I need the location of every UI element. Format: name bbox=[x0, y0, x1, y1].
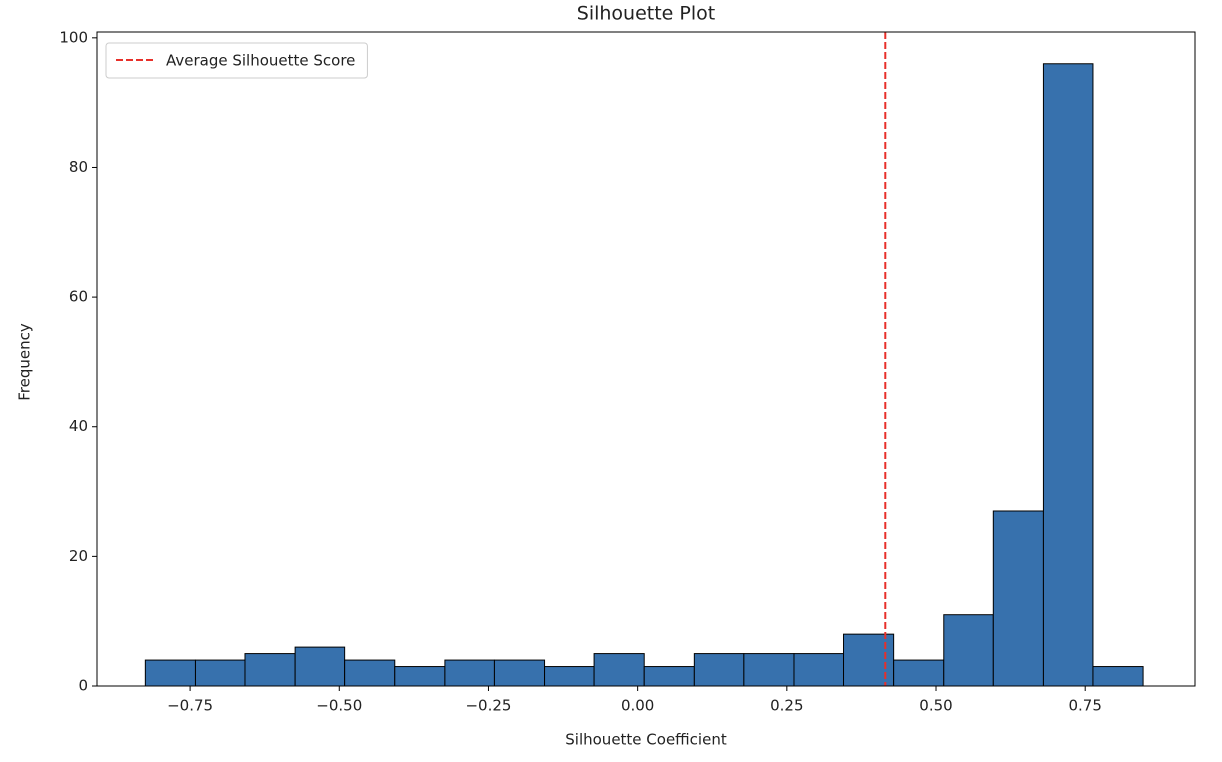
bar bbox=[144, 659, 196, 687]
bar bbox=[793, 653, 845, 687]
bar bbox=[593, 653, 645, 687]
plot-frame bbox=[96, 31, 1196, 687]
y-tick-label: 100 bbox=[59, 28, 88, 46]
y-tick-label: 60 bbox=[69, 288, 88, 306]
bar bbox=[743, 653, 795, 687]
bar bbox=[544, 666, 595, 687]
x-tick-label: 0.50 bbox=[919, 697, 952, 715]
bar bbox=[893, 659, 945, 687]
y-tick-label: 0 bbox=[78, 677, 88, 695]
bar bbox=[943, 614, 994, 687]
bar bbox=[344, 659, 396, 687]
x-tick-label: 0.75 bbox=[1068, 697, 1101, 715]
x-tick-label: −0.25 bbox=[465, 697, 511, 715]
legend bbox=[105, 42, 368, 79]
chart-title: Silhouette Plot bbox=[577, 3, 715, 25]
bar bbox=[643, 666, 695, 687]
x-tick-label: −0.75 bbox=[167, 697, 213, 715]
x-axis-label: Silhouette Coefficient bbox=[565, 731, 727, 749]
bar bbox=[992, 510, 1044, 687]
x-tick-label: −0.50 bbox=[316, 697, 362, 715]
bar bbox=[1092, 666, 1144, 687]
bar bbox=[244, 653, 296, 687]
bar bbox=[194, 659, 246, 687]
legend-label: Average Silhouette Score bbox=[166, 52, 355, 70]
x-tick-label: 0.25 bbox=[770, 697, 803, 715]
y-axis-label: Frequency bbox=[16, 323, 34, 401]
bar bbox=[1042, 63, 1094, 687]
bar bbox=[444, 659, 495, 687]
bar bbox=[394, 666, 446, 687]
y-tick-label: 40 bbox=[69, 417, 88, 435]
x-tick-label: 0.00 bbox=[621, 697, 654, 715]
bar bbox=[294, 646, 346, 687]
bar bbox=[493, 659, 546, 687]
y-tick-label: 20 bbox=[69, 547, 88, 565]
bar bbox=[693, 653, 745, 687]
y-tick-label: 80 bbox=[69, 158, 88, 176]
